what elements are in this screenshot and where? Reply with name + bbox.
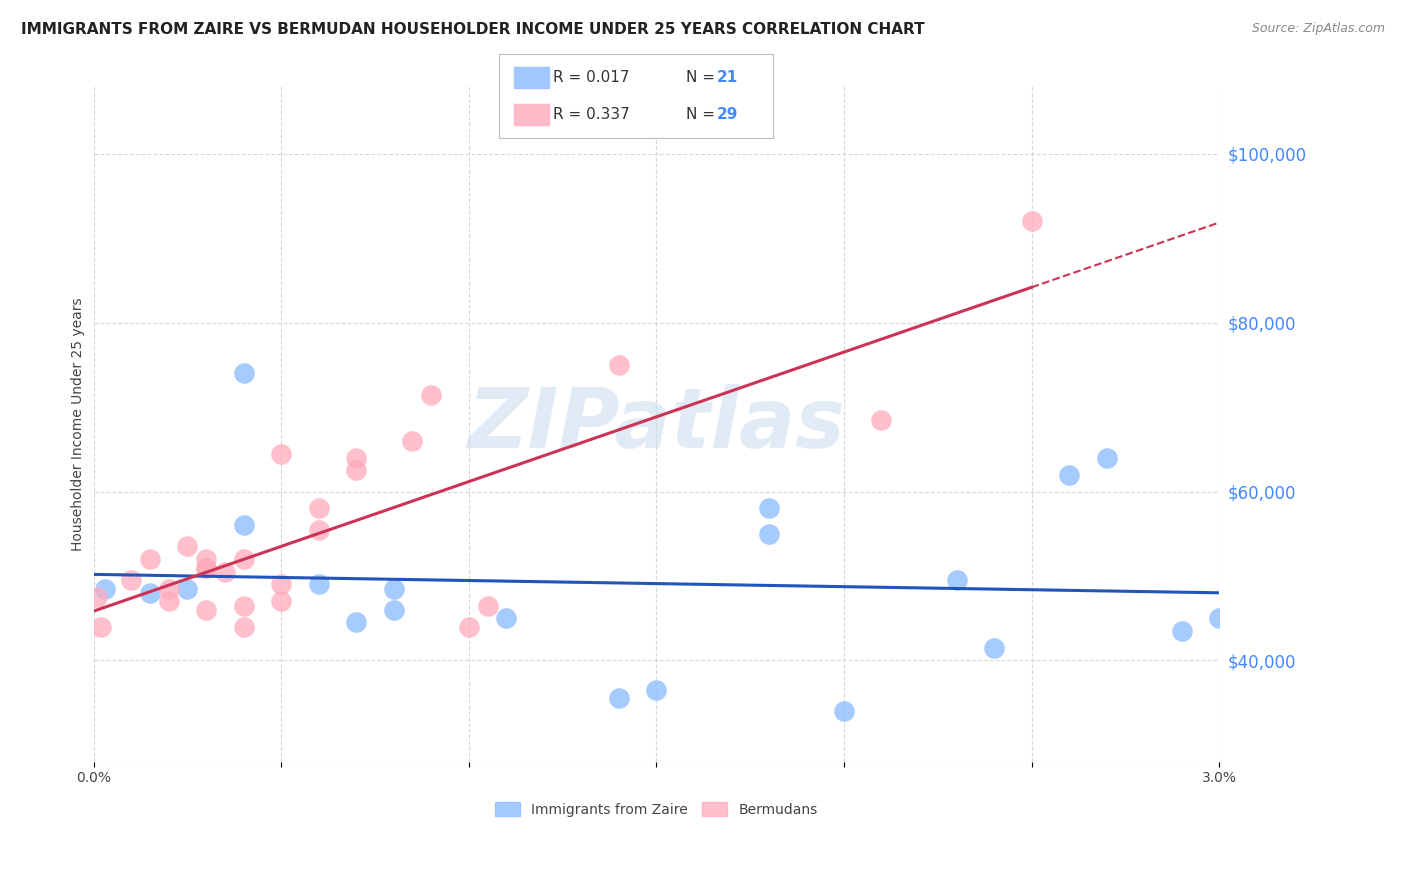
Point (382, 603, 405, 617)
Point (945, 573, 967, 587)
Legend: Immigrants from Zaire, Bermudans: Immigrants from Zaire, Bermudans (489, 797, 823, 822)
Point (139, 586, 162, 600)
Point (270, 577, 292, 591)
Text: ZIPatlas: ZIPatlas (467, 384, 845, 465)
Point (86, 590, 108, 604)
Point (758, 526, 780, 541)
Point (195, 560, 218, 574)
Point (477, 599, 499, 613)
Point (232, 552, 254, 566)
Point (195, 552, 218, 566)
Point (308, 501, 330, 516)
Text: Source: ZipAtlas.com: Source: ZipAtlas.com (1251, 22, 1385, 36)
Point (607, 358, 630, 372)
Point (232, 367, 254, 381)
Point (870, 413, 893, 427)
Text: 29: 29 (717, 107, 738, 122)
Point (457, 620, 479, 634)
Point (344, 615, 367, 630)
Point (90, 620, 112, 634)
Point (401, 434, 423, 448)
Point (139, 552, 162, 566)
Point (758, 501, 780, 516)
Point (157, 582, 180, 596)
Text: N =: N = (686, 107, 720, 122)
Point (270, 594, 292, 608)
Point (232, 620, 254, 634)
Text: IMMIGRANTS FROM ZAIRE VS BERMUDAN HOUSEHOLDER INCOME UNDER 25 YEARS CORRELATION : IMMIGRANTS FROM ZAIRE VS BERMUDAN HOUSEH… (21, 22, 925, 37)
Point (94, 582, 117, 596)
Point (382, 582, 405, 596)
Point (214, 565, 236, 579)
Point (157, 594, 180, 608)
Point (176, 540, 198, 554)
Point (1208, 611, 1230, 625)
Text: R = 0.017: R = 0.017 (553, 70, 628, 85)
Point (645, 683, 668, 698)
Point (308, 523, 330, 537)
Point (232, 518, 254, 533)
Point (195, 560, 218, 574)
Point (495, 611, 517, 625)
Point (1021, 214, 1043, 228)
Point (344, 463, 367, 477)
Point (232, 599, 254, 613)
Point (308, 577, 330, 591)
Point (1057, 467, 1080, 482)
Point (607, 691, 630, 706)
Text: 21: 21 (717, 70, 738, 85)
Y-axis label: Householder Income Under 25 years: Householder Income Under 25 years (72, 297, 86, 551)
Point (832, 704, 855, 718)
Point (270, 447, 292, 461)
Point (1095, 450, 1118, 465)
Point (120, 573, 142, 587)
Point (420, 387, 443, 401)
Point (195, 603, 218, 617)
Text: R = 0.337: R = 0.337 (553, 107, 630, 122)
Point (344, 450, 367, 465)
Point (983, 640, 1005, 655)
Point (1170, 624, 1192, 638)
Point (176, 582, 198, 596)
Text: N =: N = (686, 70, 720, 85)
